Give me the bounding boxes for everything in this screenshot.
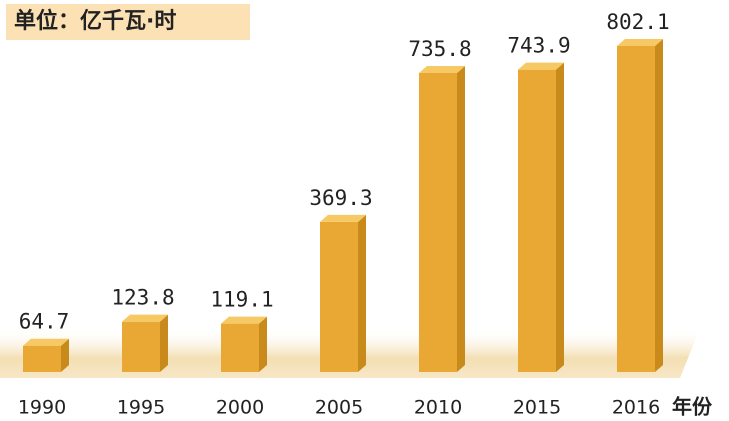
bar (221, 316, 267, 372)
x-tick-label: 2016 (612, 397, 660, 419)
value-label: 119.1 (210, 288, 273, 312)
x-axis-label: 年份 (672, 395, 713, 419)
bar-front (518, 69, 556, 372)
bar-top (617, 39, 663, 46)
bar-front (23, 345, 61, 372)
bar (617, 39, 663, 372)
bar (23, 338, 69, 372)
value-label: 735.8 (408, 37, 471, 61)
bar-side (556, 62, 564, 372)
bar-side (655, 39, 663, 372)
bar-side (457, 65, 465, 372)
bar-top (23, 338, 69, 346)
value-label: 123.8 (111, 286, 174, 310)
value-label: 802.1 (606, 10, 669, 34)
bar-top (419, 65, 465, 73)
value-label: 369.3 (309, 186, 372, 210)
title-box (6, 4, 250, 40)
chart-title: 单位：亿千瓦·时 (14, 8, 176, 34)
bar-side (259, 316, 267, 372)
bar (419, 65, 465, 372)
value-label: 64.7 (19, 310, 70, 334)
bar (518, 62, 564, 372)
x-tick-label: 2005 (315, 397, 363, 419)
bar-front (221, 323, 259, 372)
bar-top (122, 314, 168, 322)
bar-side (61, 338, 69, 372)
bar-front (320, 221, 358, 372)
value-label: 743.9 (507, 34, 570, 58)
x-tick-label: 2010 (414, 397, 462, 419)
bar-front (419, 72, 457, 372)
bar-top (320, 214, 366, 222)
bar (122, 314, 168, 372)
bar-front (617, 46, 655, 372)
x-tick-label: 2000 (216, 397, 264, 419)
x-tick-label: 1990 (18, 397, 66, 419)
x-tick-label: 2015 (513, 397, 561, 419)
bar-front (122, 321, 160, 372)
bar-top (221, 316, 267, 324)
bar-side (160, 314, 168, 372)
bar-side (358, 214, 366, 372)
bar-top (518, 62, 564, 70)
x-tick-label: 1995 (117, 397, 165, 419)
bar (320, 214, 366, 372)
